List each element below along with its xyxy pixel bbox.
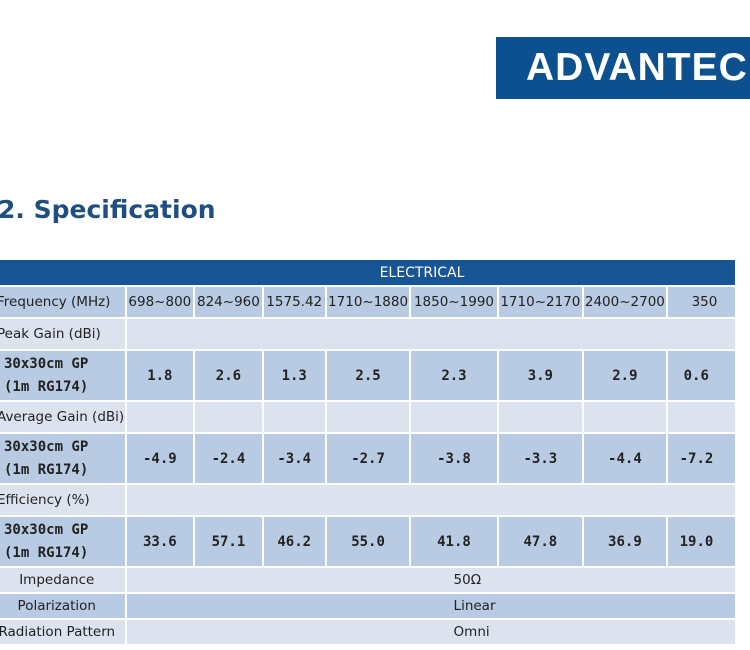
cell: -4.4 [582,432,668,485]
row-label: Impedance [0,566,127,594]
cell [665,400,738,434]
row-label-line: (1m RG174) [4,544,89,561]
cell: 41.8 [409,515,499,568]
cell: 2.9 [582,349,668,402]
cell: 1.3 [261,349,327,402]
row-label: Frequency (MHz) [0,285,127,319]
row-label: Polarization [0,592,127,620]
cell [582,400,668,434]
cell: 33.6 [124,515,196,568]
cell: -3.4 [261,432,327,485]
cell: -7.2 [665,432,738,485]
cell: 47.8 [496,515,585,568]
polarization-row: Polarization Linear [0,592,738,620]
electrical-spec-table: ELECTRICAL Frequency (MHz) 698~800 824~9… [0,258,738,646]
row-label-line: 30x30cm GP [4,355,89,372]
cell: 350 [665,285,738,319]
efficiency-row: 30x30cm GP (1m RG174) 33.6 57.1 46.2 55.0… [0,515,738,568]
row-label: Radiation Pattern [0,618,127,646]
cell: 19.0 [665,515,738,568]
row-label: 30x30cm GP (1m RG174) [0,432,127,485]
cell: 2.3 [409,349,499,402]
section-header-row: ELECTRICAL [0,258,737,287]
cell: 2.6 [193,349,264,402]
cell [324,400,412,434]
cell [124,483,738,517]
row-label-line: 30x30cm GP [4,521,89,538]
row-label-line: (1m RG174) [4,378,89,395]
advantech-logo: ADVANTECH [496,37,750,99]
efficiency-label-row: Efficiency (%) [0,483,738,517]
cell: 698~800 [124,285,196,319]
page-title: 2. Specification [0,195,216,224]
row-label: Average Gain (dBi) [0,400,127,434]
row-label-line: 30x30cm GP [4,438,89,455]
cell [124,400,196,434]
cell [409,400,499,434]
cell: 1710~1880 [324,285,412,319]
cell: 1710~2170 [496,285,585,319]
peak-gain-row: 30x30cm GP (1m RG174) 1.8 2.6 1.3 2.5 2.3… [0,349,738,402]
cell: -4.9 [124,432,196,485]
row-label: 30x30cm GP (1m RG174) [0,515,127,568]
cell: 57.1 [193,515,264,568]
cell: 36.9 [582,515,668,568]
cell: 46.2 [261,515,327,568]
cell: 1850~1990 [409,285,499,319]
cell [124,317,738,351]
cell: 55.0 [324,515,412,568]
row-label-line: (1m RG174) [4,461,89,478]
cell: 2.5 [324,349,412,402]
cell: Linear [124,592,738,620]
cell: -3.8 [409,432,499,485]
section-header: ELECTRICAL [0,258,737,287]
cell [496,400,585,434]
cell: 1575.42 [261,285,327,319]
row-label: Peak Gain (dBi) [0,317,127,351]
cell: -2.7 [324,432,412,485]
row-label: 30x30cm GP (1m RG174) [0,349,127,402]
average-gain-row: 30x30cm GP (1m RG174) -4.9 -2.4 -3.4 -2.7… [0,432,738,485]
cell: -2.4 [193,432,264,485]
cell: 0.6 [665,349,738,402]
cell: 1.8 [124,349,196,402]
row-label: Efficiency (%) [0,483,127,517]
impedance-row: Impedance 50Ω [0,566,738,594]
cell [261,400,327,434]
cell: Omni [124,618,738,646]
peak-gain-label-row: Peak Gain (dBi) [0,317,738,351]
cell: 824~960 [193,285,264,319]
average-gain-label-row: Average Gain (dBi) [0,400,738,434]
radiation-pattern-row: Radiation Pattern Omni [0,618,738,646]
cell: 50Ω [124,566,738,594]
frequency-row: Frequency (MHz) 698~800 824~960 1575.42 … [0,285,738,319]
cell [193,400,264,434]
cell: 3.9 [496,349,585,402]
cell: -3.3 [496,432,585,485]
cell: 2400~2700 [582,285,668,319]
